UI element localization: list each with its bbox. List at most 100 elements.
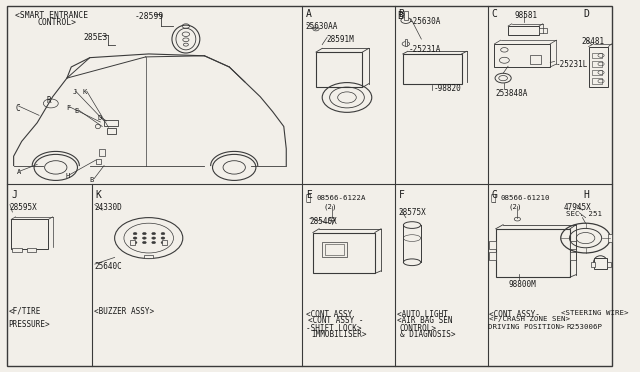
Text: 28595X: 28595X [10, 203, 37, 212]
Text: R: R [46, 96, 51, 105]
Text: -SHIFT LOCK>: -SHIFT LOCK> [306, 324, 362, 333]
Text: IMMOBILISER>: IMMOBILISER> [311, 330, 367, 339]
Text: <STEERING WIRE>: <STEERING WIRE> [561, 310, 628, 316]
Circle shape [152, 232, 156, 235]
Text: 28575X: 28575X [399, 208, 426, 217]
Text: -25231A: -25231A [409, 45, 442, 54]
Text: 25640C: 25640C [94, 262, 122, 271]
Text: 47945X: 47945X [564, 203, 591, 212]
Bar [591, 262, 595, 267]
Circle shape [161, 241, 165, 244]
Text: & DIAGNOSIS>: & DIAGNOSIS> [399, 330, 455, 339]
Bar [163, 240, 167, 245]
Text: <AIR BAG SEN: <AIR BAG SEN [397, 316, 452, 325]
Text: C: C [492, 9, 497, 19]
Text: <CONT ASSY-: <CONT ASSY- [490, 310, 540, 319]
Text: <BUZZER ASSY>: <BUZZER ASSY> [94, 307, 154, 316]
Bar [27, 248, 36, 252]
Text: 24330D: 24330D [94, 203, 122, 212]
Bar [592, 61, 602, 67]
Text: B: B [399, 9, 404, 19]
Text: <F/CRASH ZONE SEN>: <F/CRASH ZONE SEN> [490, 316, 570, 322]
Bar [539, 28, 547, 33]
Text: 253848A: 253848A [496, 89, 528, 97]
Bar [592, 53, 602, 58]
Circle shape [133, 237, 137, 239]
Text: 28540X: 28540X [310, 217, 337, 225]
Text: 25630AA: 25630AA [305, 22, 338, 31]
Bar [593, 258, 607, 269]
Text: <CONT ASSY: <CONT ASSY [306, 310, 353, 319]
Text: Ⓢ: Ⓢ [305, 195, 311, 203]
Bar [99, 149, 106, 156]
Circle shape [133, 232, 137, 235]
Bar [490, 252, 496, 260]
Circle shape [143, 241, 146, 244]
Text: <F/TIRE: <F/TIRE [9, 307, 41, 316]
Text: -28599: -28599 [135, 12, 164, 21]
Text: D: D [583, 9, 589, 19]
Bar [322, 242, 347, 257]
Text: 98581: 98581 [515, 11, 538, 20]
Text: 28591M: 28591M [326, 35, 355, 44]
Text: -25630A: -25630A [409, 17, 442, 26]
Text: 98800M: 98800M [508, 280, 536, 289]
Text: J: J [72, 89, 77, 95]
Circle shape [143, 237, 146, 239]
Bar [570, 252, 576, 260]
Bar [316, 52, 362, 87]
Text: -25231L: -25231L [555, 60, 588, 69]
Bar [607, 262, 611, 267]
Text: B: B [397, 11, 403, 21]
Text: <AUTO LIGHT: <AUTO LIGHT [397, 310, 448, 319]
Bar [404, 39, 407, 46]
Text: R253006P: R253006P [567, 324, 603, 330]
Text: CONTROL>: CONTROL> [37, 18, 76, 27]
Text: F: F [399, 190, 404, 200]
Text: C: C [15, 104, 20, 113]
Text: H: H [66, 173, 70, 179]
Text: J: J [11, 190, 17, 200]
Bar [592, 70, 602, 75]
Bar [403, 54, 461, 84]
Text: <SMART ENTRANCE: <SMART ENTRANCE [15, 11, 88, 20]
Bar [490, 241, 496, 249]
Bar [592, 78, 602, 84]
Text: SEC. 251: SEC. 251 [566, 211, 602, 217]
Text: 08566-61210: 08566-61210 [500, 195, 550, 201]
Circle shape [161, 237, 165, 239]
Text: (2): (2) [508, 204, 522, 210]
Bar [130, 240, 135, 245]
Text: CONTROL>: CONTROL> [399, 324, 436, 333]
Bar [96, 159, 101, 164]
Bar [530, 55, 541, 64]
Text: 285E3: 285E3 [84, 33, 108, 42]
Bar [145, 255, 153, 258]
Text: D: D [97, 115, 102, 121]
Text: B: B [90, 177, 94, 183]
Circle shape [133, 241, 137, 244]
Text: E: E [74, 108, 79, 114]
Text: PRESSURE>: PRESSURE> [9, 320, 51, 329]
Circle shape [161, 232, 165, 235]
Bar [570, 241, 576, 249]
Text: -98820: -98820 [434, 84, 461, 93]
Text: K: K [83, 89, 86, 95]
Text: F: F [67, 105, 70, 111]
Bar [496, 229, 570, 277]
Text: E: E [306, 190, 312, 200]
Text: G: G [492, 190, 497, 200]
Bar [107, 128, 116, 134]
Bar [12, 248, 22, 252]
Circle shape [152, 241, 156, 244]
Text: H: H [583, 190, 589, 200]
Text: (2): (2) [323, 204, 337, 210]
Bar [609, 234, 612, 242]
Bar [404, 11, 408, 20]
Text: 28481: 28481 [581, 37, 604, 46]
Circle shape [152, 237, 156, 239]
Text: Ⓢ: Ⓢ [491, 195, 496, 203]
Bar [104, 120, 118, 126]
Circle shape [143, 232, 146, 235]
Bar [325, 244, 344, 255]
